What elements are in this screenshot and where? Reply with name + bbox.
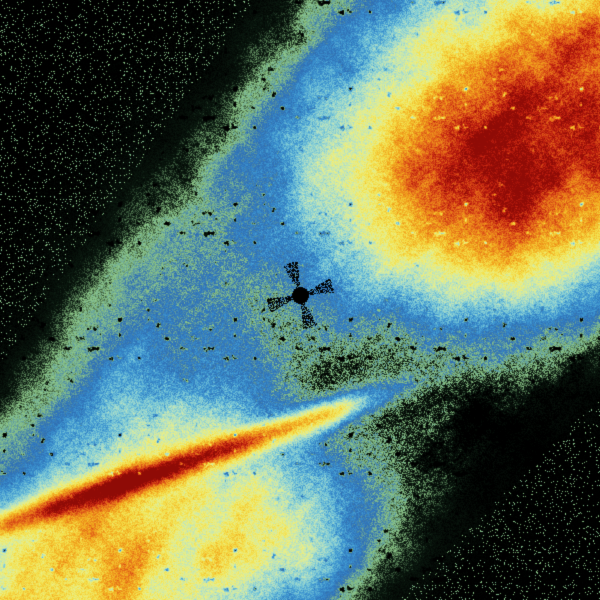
image-canvas-container xyxy=(0,0,600,600)
false-color-intensity-heatmap xyxy=(0,0,600,600)
